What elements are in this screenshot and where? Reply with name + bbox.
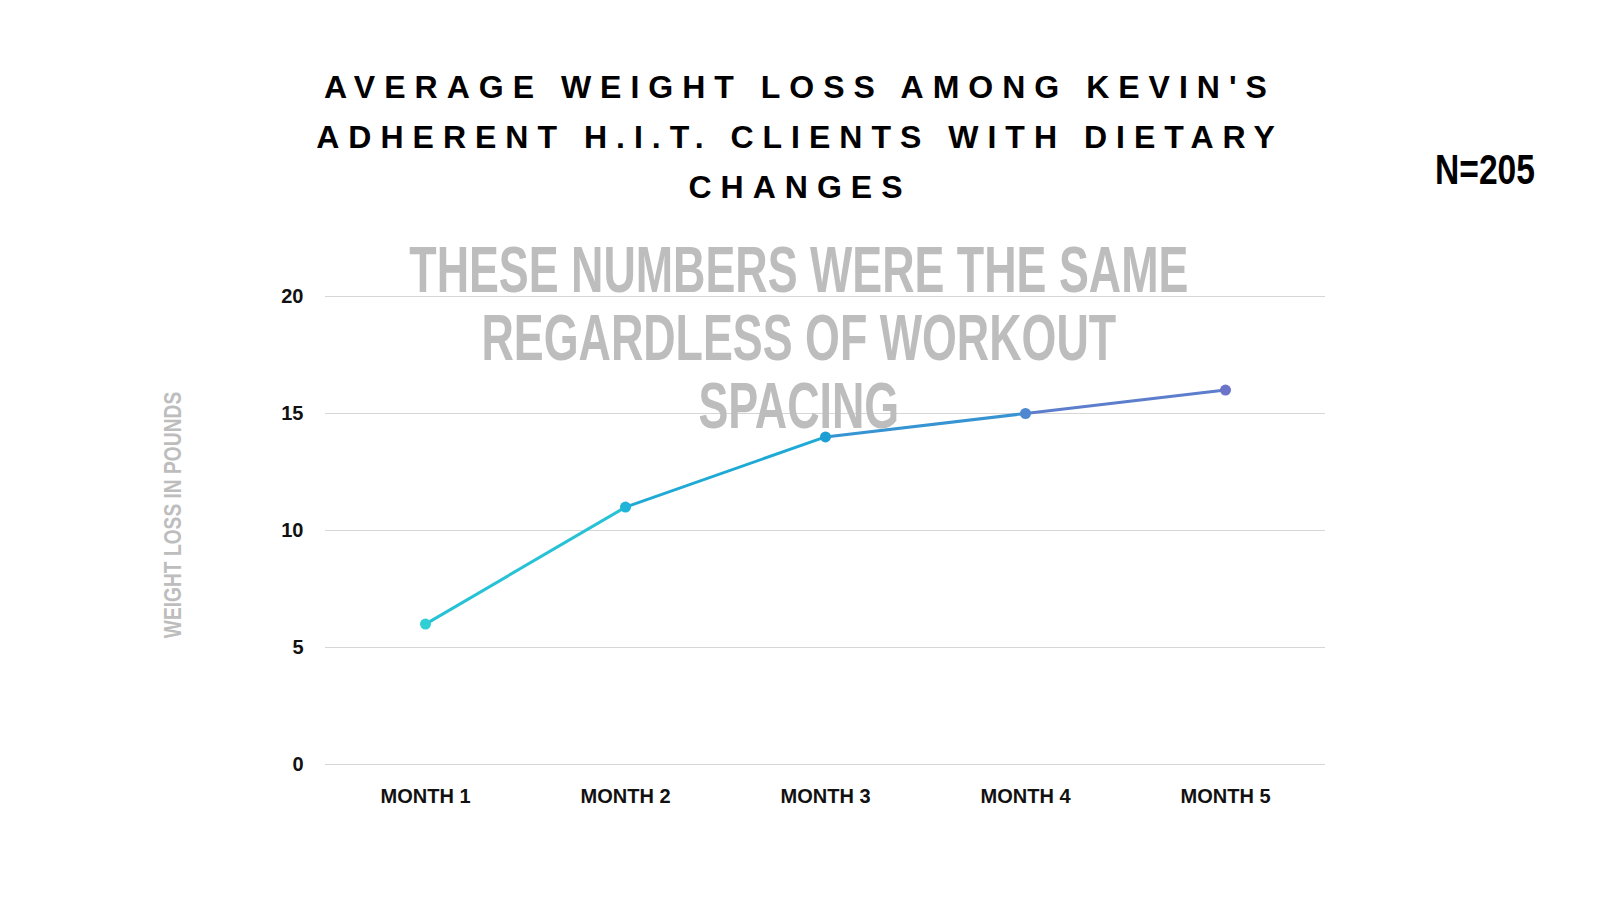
svg-text:MONTH 5: MONTH 5 [1181, 785, 1271, 807]
svg-text:5: 5 [292, 636, 303, 658]
html-text:THESE NUMBERS WERE THE SAME RE: THESE NUMBERS WERE THE SAME REGARDLESS O… [409, 234, 1189, 442]
html-text:WEIGHT LOSS IN POUNDS: WEIGHT LOSS IN POUNDS [159, 391, 186, 639]
html-text:N=205: N=205 [1435, 146, 1535, 193]
svg-text:10: 10 [281, 519, 303, 541]
svg-text:MONTH 1: MONTH 1 [381, 785, 471, 807]
svg-text:MONTH 4: MONTH 4 [981, 785, 1072, 807]
svg-text:20: 20 [281, 285, 303, 307]
svg-text:15: 15 [281, 402, 303, 424]
svg-text:0: 0 [292, 753, 303, 775]
svg-text:MONTH 3: MONTH 3 [781, 785, 871, 807]
svg-text:MONTH 2: MONTH 2 [581, 785, 671, 807]
html-text:AVERAGE WEIGHT LOSS AMONG KEVI: AVERAGE WEIGHT LOSS AMONG KEVIN'S ADHERE… [316, 69, 1284, 205]
